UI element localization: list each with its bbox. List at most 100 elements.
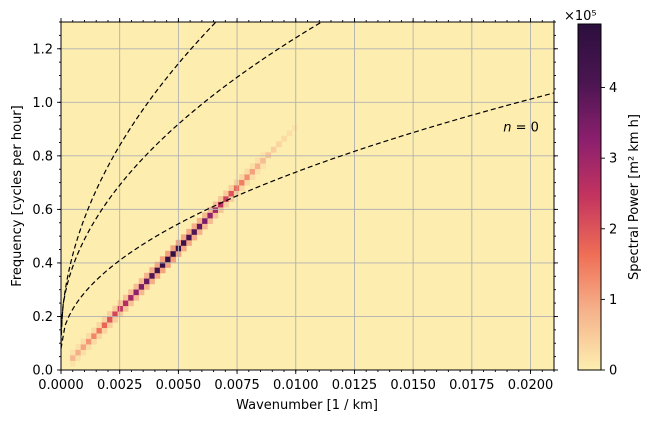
heatmap-cell	[91, 333, 97, 339]
heatmap-cell	[186, 234, 192, 241]
heatmap-cell	[254, 168, 261, 175]
heatmap-cell	[217, 196, 224, 202]
heatmap-cell	[191, 228, 198, 235]
heatmap-cell	[191, 223, 198, 230]
heatmap-cell	[96, 327, 103, 334]
heatmap-cell	[170, 256, 177, 263]
heatmap-cell	[217, 207, 224, 214]
heatmap-cell	[85, 338, 92, 345]
heatmap-cell	[138, 289, 145, 296]
heatmap-cell	[101, 316, 108, 323]
heatmap-cell	[202, 212, 208, 219]
heatmap-cell	[133, 294, 140, 301]
colorbar-tick-label: 2	[609, 222, 617, 237]
heatmap-cell	[128, 289, 134, 296]
x-tick-label: 0.0025	[97, 378, 143, 393]
dispersion-curve	[60, 21, 322, 333]
heatmap-cell	[70, 355, 76, 361]
heatmap-cell	[128, 300, 134, 307]
heatmap-cell	[122, 305, 129, 312]
heatmap-cell	[138, 283, 145, 290]
heatmap-cell	[91, 327, 97, 334]
heatmap-cell	[265, 152, 272, 159]
heatmap-cell	[228, 190, 235, 197]
heatmap-cell	[159, 256, 166, 263]
heatmap-cell	[133, 289, 140, 296]
x-tick-label: 0.0100	[273, 378, 319, 393]
heatmap-cell	[149, 278, 155, 285]
heatmap-cell	[207, 218, 214, 224]
colorbar-ticks: 0 1 2 3 4	[601, 81, 617, 379]
heatmap-cell	[223, 196, 229, 202]
heatmap-cell	[117, 305, 124, 312]
heatmap-cell	[138, 278, 145, 285]
heatmap-cell	[165, 261, 171, 268]
colorbar-gradient	[577, 23, 602, 371]
x-tick-label: 0.0125	[332, 378, 378, 393]
dispersion-curves	[60, 21, 555, 349]
heatmap-cell	[244, 174, 250, 181]
heatmap-cell	[270, 146, 277, 153]
heatmap-cell	[144, 272, 150, 279]
y-axis-ticks: 0.0 0.2 0.4 0.6 0.8 1.0 1.2	[32, 21, 558, 379]
heatmap-cell	[144, 283, 150, 290]
y-axis-label: Frequency [cycles per hour]	[10, 105, 25, 286]
heatmap-cell	[107, 316, 113, 323]
heatmap-cell	[107, 322, 113, 329]
heatmap-cell	[196, 217, 203, 224]
heatmap-cell	[228, 185, 235, 191]
y-tick-label: 0.8	[32, 149, 53, 164]
heatmap-cell	[249, 168, 256, 175]
dispersion-curve	[60, 92, 555, 349]
plot-area	[60, 21, 555, 371]
heatmap-cell	[85, 333, 92, 339]
heatmap-cell	[107, 311, 113, 317]
heatmap-cell	[101, 327, 108, 334]
heatmap-cell	[239, 174, 245, 180]
heatmap-cell	[154, 272, 161, 279]
heatmap-cell	[181, 239, 187, 246]
heatmap-cell	[128, 294, 134, 301]
heatmap-cell	[186, 228, 192, 235]
y-tick-label: 1.0	[32, 96, 53, 111]
heatmap-cell	[96, 333, 103, 340]
heatmap-cell	[260, 157, 266, 164]
heatmap-cell	[202, 223, 208, 230]
curve-annotation: n = 0	[503, 120, 539, 135]
heatmap-cell	[239, 179, 245, 186]
heatmap-cell	[165, 256, 171, 263]
x-axis-ticks: 0.0000 0.0025 0.0050 0.0075 0.0100 0.0125 0.01…	[38, 18, 555, 393]
y-tick-label: 1.2	[32, 42, 53, 57]
dispersion-curve	[60, 21, 217, 344]
x-tick-label: 0.0050	[156, 378, 202, 393]
heatmap-cell	[254, 157, 261, 164]
heatmap-cell	[80, 349, 87, 356]
y-tick-label: 0.6	[32, 203, 53, 218]
heatmap-cell	[212, 201, 219, 208]
heatmap-cell	[149, 267, 155, 274]
heatmap-cell	[286, 130, 293, 137]
heatmap-cell	[202, 218, 208, 224]
heatmap-cell	[181, 234, 187, 241]
heatmap-cells	[70, 124, 298, 367]
x-tick-label: 0.0000	[38, 378, 84, 393]
heatmap-cell	[117, 300, 124, 307]
heatmap-cell	[223, 201, 229, 208]
heatmap-cell	[196, 229, 203, 235]
heatmap-cell	[254, 163, 261, 170]
y-tick-label: 0.4	[32, 256, 53, 271]
heatmap-cell	[170, 245, 177, 252]
heatmap-cell	[75, 349, 81, 356]
heatmap-cell	[149, 272, 155, 279]
heatmap-cell	[159, 261, 166, 268]
colorbar: 0 1 2 3 4 ×10⁵ Spectral Power [m² km h]	[564, 9, 642, 379]
heatmap-cell	[70, 360, 76, 367]
heatmap-cell	[191, 234, 198, 241]
heatmap-cell	[112, 311, 118, 318]
heatmap-cell	[249, 163, 256, 169]
heatmap-cell	[80, 338, 87, 345]
heatmap-cell	[276, 141, 282, 148]
heatmap-cell	[223, 190, 229, 197]
y-tick-label: 0.2	[32, 310, 53, 325]
heatmap-cell	[133, 283, 140, 290]
